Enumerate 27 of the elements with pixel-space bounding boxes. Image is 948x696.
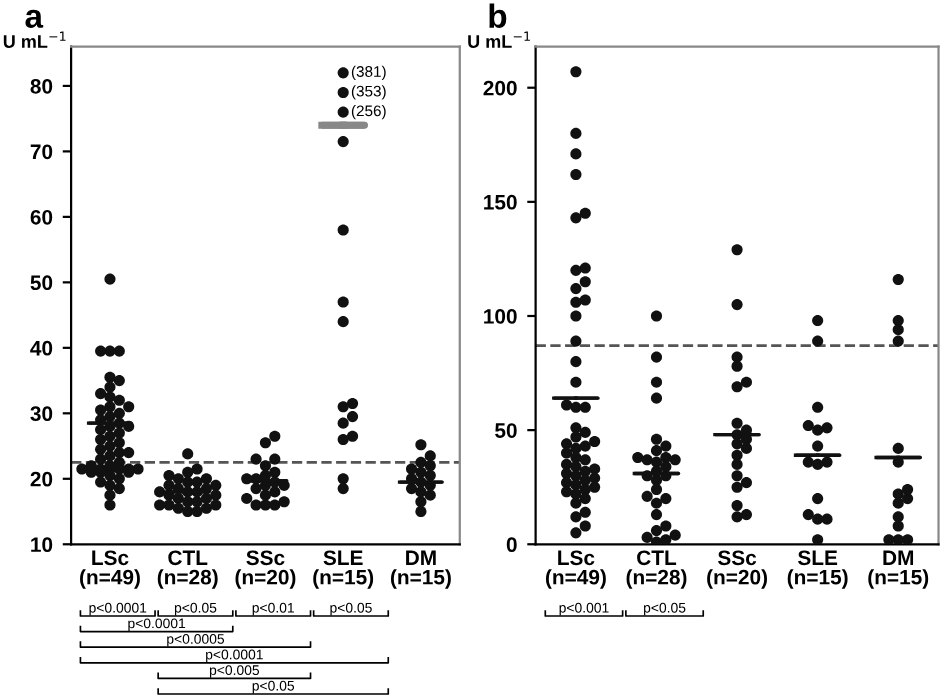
y-tick-label: 80	[30, 78, 53, 94]
y-axis-title: U mL$^{−1}$	[468, 31, 530, 48]
x-tick-label: LSc (n=49)	[545, 550, 606, 589]
y-axis-title: U mL$^{−1}$	[3, 31, 66, 48]
x-tick-label: SLE (n=15)	[313, 550, 374, 589]
y-tick-label: 10	[31, 537, 53, 553]
y-tick-label: 40	[30, 340, 53, 356]
x-tick-label: DM (n=15)	[390, 550, 451, 589]
chart-title: b	[489, 3, 507, 28]
y-tick-label: 0	[506, 537, 517, 553]
chart-title: a	[25, 9, 44, 28]
y-tick-label: 60	[30, 209, 53, 225]
y-tick-label: 100	[484, 309, 517, 324]
x-tick-label: SSc (n=20)	[235, 550, 296, 589]
x-tick-label: CTL (n=28)	[626, 550, 687, 589]
x-tick-label: LSc (n=49)	[80, 550, 140, 589]
y-tick-label: 50	[30, 275, 53, 291]
y-tick-label: 20	[30, 471, 53, 487]
y-tick-label: 150	[484, 194, 517, 210]
y-tick-label: 70	[30, 144, 53, 160]
x-tick-label: SLE (n=15)	[787, 550, 848, 589]
x-tick-label: CTL (n=28)	[157, 550, 218, 589]
x-tick-label: DM (n=15)	[868, 550, 929, 589]
x-tick-label: SSc (n=20)	[707, 550, 768, 589]
y-tick-label: 50	[495, 423, 517, 438]
y-tick-label: 30	[30, 406, 53, 422]
y-tick-label: 200	[483, 80, 517, 96]
